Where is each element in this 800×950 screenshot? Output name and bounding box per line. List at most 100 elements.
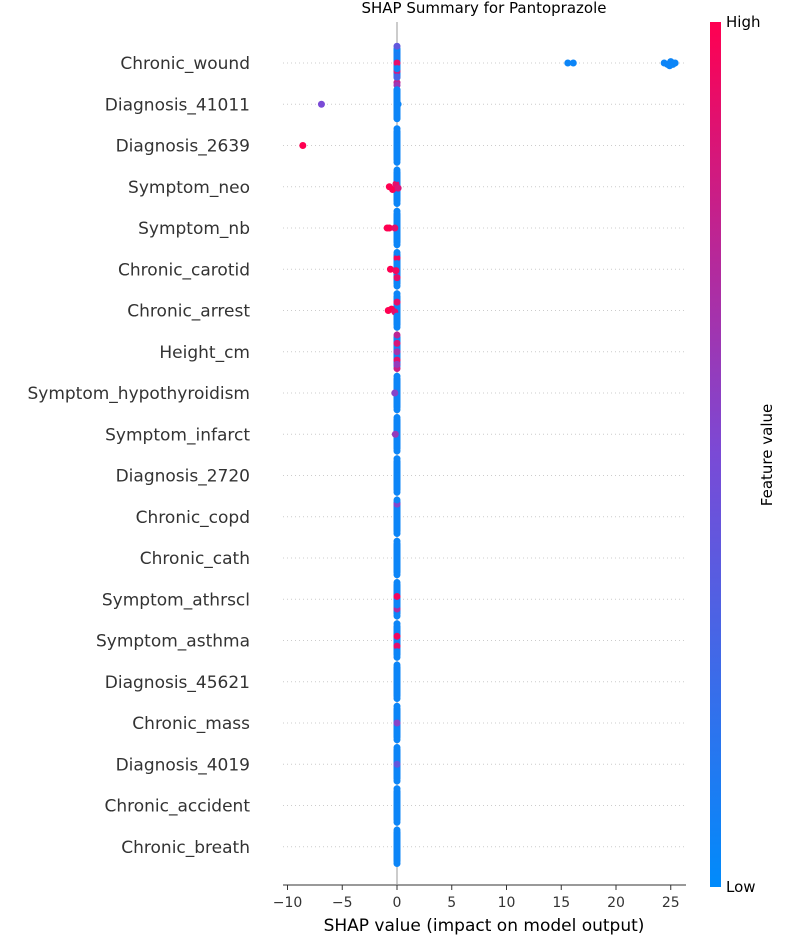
feature-point: [393, 554, 401, 562]
feature-point: [393, 488, 401, 496]
feature-point: [393, 59, 401, 67]
feature-point: [393, 125, 401, 133]
feature-label: Chronic_mass: [132, 714, 250, 734]
feature-label: Chronic_carotid: [118, 260, 250, 280]
feature-point: [299, 142, 307, 149]
feature-point: [393, 248, 401, 256]
feature-point: [393, 372, 401, 380]
feature-point: [393, 851, 401, 859]
feature-point: [393, 661, 401, 669]
feature-point: [393, 339, 401, 347]
feature-point: [393, 546, 401, 554]
feature-point: [393, 114, 401, 122]
colorbar: [710, 22, 721, 887]
feature-point: [393, 669, 401, 677]
feature-point: [393, 480, 401, 488]
feature-label: Symptom_asthma: [96, 632, 250, 652]
feature-point: [393, 174, 401, 182]
feature-label: Chronic_accident: [104, 797, 250, 817]
feature-point: [393, 360, 401, 368]
feature-point: [391, 430, 399, 438]
feature-point: [393, 562, 401, 570]
feature-label: Symptom_athrscl: [102, 590, 250, 610]
feature-point: [393, 496, 401, 504]
colorbar-title: Feature value: [758, 404, 776, 506]
feature-point: [391, 224, 399, 232]
feature-point: [393, 612, 401, 620]
feature-point: [393, 727, 401, 735]
feature-point: [671, 59, 679, 67]
feature-point: [393, 736, 401, 744]
feature-point: [393, 592, 401, 600]
feature-label: Symptom_nb: [138, 219, 250, 239]
x-tick-label: 20: [607, 895, 625, 911]
feature-point: [317, 100, 325, 108]
feature-point: [393, 810, 401, 818]
feature-point: [393, 274, 401, 282]
feature-point: [393, 397, 401, 405]
feature-point: [393, 620, 401, 628]
feature-point: [393, 158, 401, 166]
feature-point: [393, 260, 401, 268]
feature-point: [393, 42, 401, 50]
feature-point: [393, 312, 401, 320]
x-tick-label: −5: [332, 895, 353, 911]
x-tick-label: 25: [662, 895, 680, 911]
colorbar-low-label: Low: [726, 878, 756, 896]
feature-point: [393, 290, 401, 298]
feature-point: [393, 826, 401, 834]
feature-point: [393, 282, 401, 290]
feature-point: [393, 571, 401, 579]
feature-point: [393, 537, 401, 545]
feature-point: [389, 186, 397, 194]
chart-title: SHAP Summary for Pantoprazole: [362, 0, 607, 17]
feature-point: [394, 184, 402, 192]
feature-label: Symptom_infarct: [105, 425, 250, 445]
feature-label: Diagnosis_2639: [116, 137, 250, 157]
feature-point: [393, 65, 401, 73]
feature-point: [393, 860, 401, 868]
feature-point: [393, 521, 401, 529]
feature-point: [393, 191, 401, 199]
feature-point: [393, 578, 401, 586]
feature-label: Chronic_arrest: [127, 302, 250, 322]
feature-point: [393, 711, 401, 719]
feature-point: [393, 777, 401, 785]
feature-point: [393, 439, 401, 447]
feature-label: Symptom_neo: [128, 178, 250, 198]
feature-point: [564, 59, 572, 67]
feature-label: Chronic_breath: [121, 838, 250, 858]
feature-point: [393, 422, 401, 430]
feature-point: [393, 530, 401, 538]
x-tick-label: 10: [498, 895, 516, 911]
feature-point: [393, 323, 401, 331]
feature-point: [393, 760, 401, 768]
feature-point: [393, 472, 401, 479]
x-tick-label: 15: [552, 895, 570, 911]
feature-label: Diagnosis_4019: [116, 755, 250, 775]
feature-point: [393, 413, 401, 421]
shap-points: [299, 42, 679, 868]
feature-point: [393, 200, 401, 208]
feature-point: [393, 653, 401, 661]
x-axis-label: SHAP value (impact on model output): [324, 916, 645, 936]
feature-label: Diagnosis_2720: [116, 467, 250, 487]
feature-point: [393, 73, 401, 81]
feature-point: [385, 224, 393, 232]
feature-point: [393, 447, 401, 455]
feature-label: Chronic_copd: [136, 508, 250, 528]
feature-point: [393, 752, 401, 760]
feature-point: [393, 642, 401, 650]
feature-point: [393, 802, 401, 809]
feature-point: [393, 648, 401, 656]
feature-point: [393, 142, 401, 149]
feature-point: [386, 265, 394, 273]
feature-gridlines: [283, 62, 686, 848]
feature-point: [393, 232, 401, 240]
feature-point: [393, 743, 401, 751]
x-axis-ticks: −10 −5 0 5 10 15 20 25: [273, 885, 680, 911]
feature-point: [393, 702, 401, 710]
feature-point: [393, 216, 401, 224]
feature-point: [393, 769, 401, 777]
